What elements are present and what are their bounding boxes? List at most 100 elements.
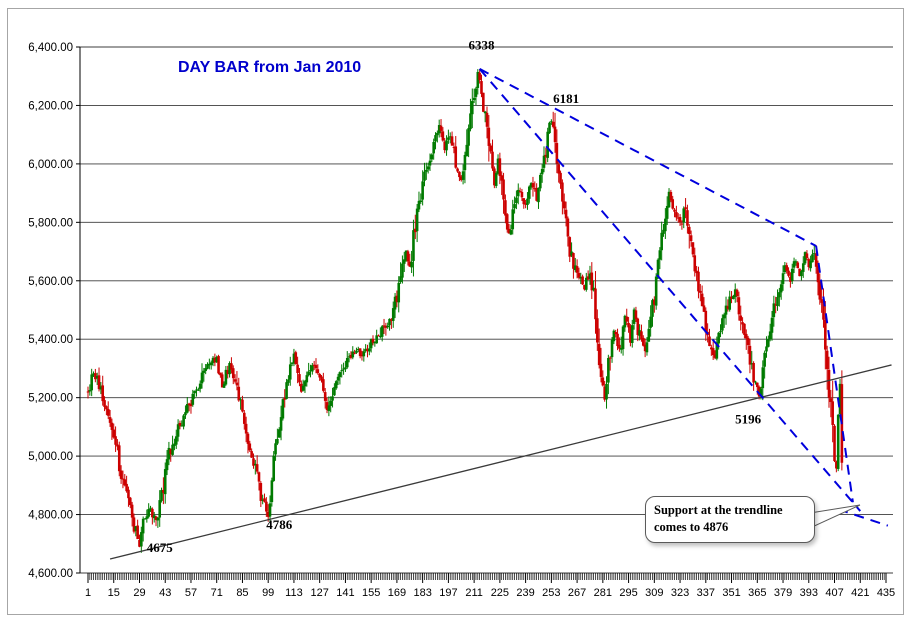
day-bar-body [625, 316, 629, 322]
day-bar-body [206, 364, 209, 369]
day-bar-body [103, 400, 106, 407]
day-bar-body [281, 399, 285, 419]
day-bar-body [496, 158, 500, 174]
day-bar-body [263, 498, 266, 502]
day-bar-body [336, 376, 340, 381]
day-bar-body [334, 381, 338, 389]
x-tick-label: 225 [491, 587, 509, 599]
day-bar-body [561, 182, 564, 202]
day-bar-body [502, 179, 505, 200]
day-bar-body [380, 326, 384, 337]
day-bar-body [684, 207, 687, 210]
day-bar-body [673, 209, 676, 212]
day-bar-body [379, 335, 382, 338]
day-bar-body [807, 259, 811, 268]
day-bar-body [627, 322, 630, 328]
day-bar-body [641, 337, 645, 346]
day-bar-body [266, 511, 270, 517]
day-bar-body [704, 310, 708, 333]
day-bar-body [322, 379, 325, 391]
day-bar-body [658, 250, 662, 260]
day-bar-body [640, 331, 643, 340]
x-tick-label: 127 [310, 587, 328, 599]
day-bar-body [682, 208, 686, 223]
day-bar-body [128, 497, 132, 506]
day-bar-body [347, 356, 351, 358]
y-tick-label: 5,600.00 [28, 276, 73, 288]
day-bar-body [789, 276, 792, 282]
day-bar-body [562, 201, 566, 209]
day-bar-body [143, 518, 147, 520]
day-bar-body [739, 315, 743, 321]
day-bar-body [686, 210, 689, 226]
day-bar-body [733, 289, 737, 297]
trendline-descending-trendline-upper [479, 68, 817, 247]
day-bar-body [342, 368, 345, 370]
day-bar-body [774, 304, 777, 306]
day-bar-body [610, 339, 614, 358]
day-bar-body [439, 125, 443, 131]
day-bar-body [548, 122, 551, 134]
day-bar-body [235, 382, 239, 386]
day-bar-body [820, 299, 823, 303]
day-bar-body [577, 273, 581, 278]
day-bar-body [529, 183, 533, 188]
day-bar-body [340, 370, 344, 372]
day-bar-body [106, 408, 110, 416]
day-bar-body [254, 463, 257, 466]
day-bar-body [274, 443, 277, 455]
day-bar-body [515, 197, 518, 204]
day-bar-body [167, 447, 171, 460]
day-bar-body [320, 376, 323, 381]
day-bar-body [752, 362, 755, 383]
day-bar-body [664, 218, 667, 232]
day-bar-body [621, 326, 625, 350]
day-bar-body [202, 370, 206, 373]
day-bar-body [447, 137, 450, 140]
day-bar-body [629, 326, 632, 343]
day-bar-body [491, 151, 494, 169]
day-bar-body [680, 223, 684, 225]
day-bar-body [410, 261, 413, 268]
day-bar-body [551, 121, 555, 127]
day-bar-body [261, 499, 264, 501]
day-bar-body [669, 191, 673, 201]
day-bar-body [272, 455, 276, 481]
day-bar-body [406, 251, 410, 262]
day-bar-body [311, 365, 314, 372]
day-bar-body [191, 393, 195, 405]
day-bar-body [662, 229, 665, 234]
day-bar-body [695, 270, 698, 274]
day-bar-body [412, 230, 415, 261]
day-bar-body [413, 228, 417, 233]
x-tick-label: 239 [516, 587, 534, 599]
day-bar-body [395, 295, 399, 302]
day-bar-body [761, 367, 765, 389]
day-bar-body [816, 266, 820, 283]
y-tick-label: 6,400.00 [28, 42, 73, 54]
day-bar-body [614, 332, 618, 335]
day-bar-body [702, 305, 706, 312]
day-bar-body [373, 342, 377, 344]
day-bar-body [719, 331, 722, 333]
day-bar-body [333, 387, 336, 396]
day-bar-body [526, 198, 529, 205]
day-bar-body [489, 145, 492, 152]
day-bar-body [555, 143, 559, 164]
day-bar-body [88, 390, 92, 392]
x-tick-label: 169 [388, 587, 406, 599]
day-bar-body [241, 399, 244, 412]
day-bar-body [436, 132, 439, 136]
day-bar-body [459, 176, 463, 181]
day-bar-body [145, 516, 149, 519]
day-bar-body [452, 147, 456, 149]
y-tick-label: 6,000.00 [28, 159, 73, 171]
day-bar-body [226, 370, 230, 375]
day-bar-body [390, 319, 393, 321]
day-bar-body [776, 297, 779, 307]
day-bar-body [711, 348, 715, 356]
day-bar-body [215, 357, 219, 363]
day-bar-body [325, 402, 329, 410]
day-bar-body [443, 141, 447, 151]
